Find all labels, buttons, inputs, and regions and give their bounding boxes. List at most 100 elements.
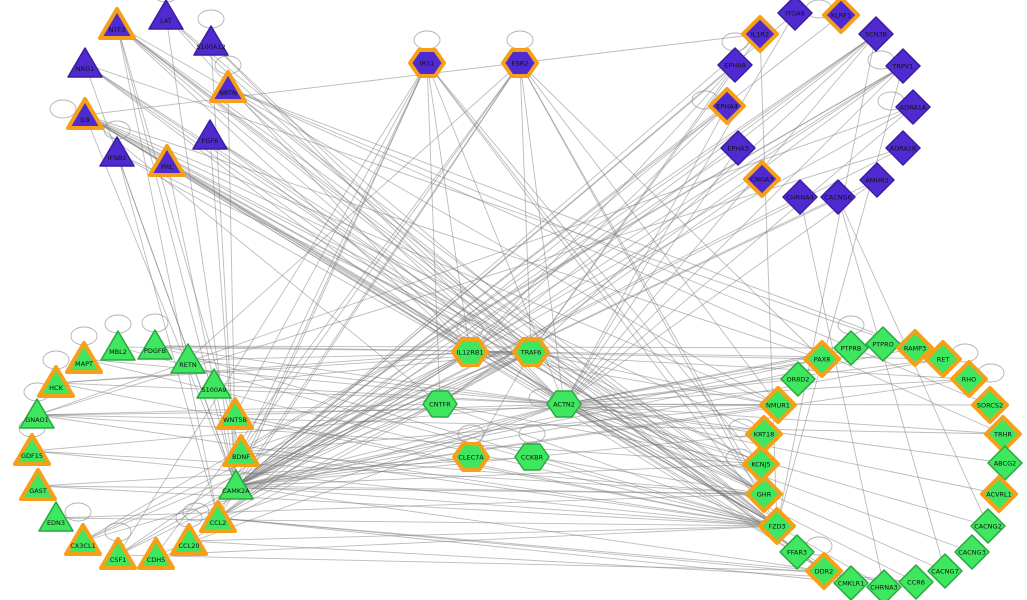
diamond-node-shape[interactable] — [954, 534, 990, 570]
triangle-node-shape[interactable] — [100, 330, 136, 361]
node-MBL2[interactable]: MBL2 — [100, 330, 136, 361]
diamond-node-shape[interactable] — [865, 326, 901, 362]
triangle-node-shape[interactable] — [19, 468, 57, 501]
triangle-node-shape[interactable] — [137, 537, 175, 570]
hexagon-node-shape[interactable] — [514, 443, 550, 471]
node-AMHR2[interactable]: AMHR2 — [859, 162, 895, 198]
triangle-node-shape[interactable] — [99, 537, 137, 570]
triangle-node-shape[interactable] — [218, 469, 254, 500]
node-GNAO1[interactable]: GNAO1 — [19, 398, 55, 429]
triangle-node-shape[interactable] — [137, 329, 173, 360]
diamond-node-shape[interactable] — [758, 507, 796, 545]
triangle-node-shape[interactable] — [65, 341, 103, 374]
hexagon-node-shape[interactable] — [512, 337, 550, 367]
node-CACNG6[interactable]: CACNG6 — [820, 179, 856, 215]
triangle-node-shape[interactable] — [199, 500, 237, 533]
triangle-node-shape[interactable] — [209, 70, 247, 103]
diamond-node-shape[interactable] — [777, 0, 813, 31]
hexagon-node-shape[interactable] — [408, 48, 446, 78]
node-LAT[interactable]: LAT — [148, 0, 184, 30]
triangle-node-shape[interactable] — [148, 0, 184, 30]
node-FGF6[interactable]: FGF6 — [192, 119, 228, 150]
triangle-node-shape[interactable] — [13, 433, 51, 466]
diamond-node-shape[interactable] — [927, 553, 963, 589]
hexagon-node-shape[interactable] — [452, 442, 490, 472]
node-CACNG2[interactable]: CACNG2 — [970, 508, 1006, 544]
diamond-node-shape[interactable] — [822, 0, 860, 34]
node-NRG1[interactable]: NRG1 — [67, 47, 103, 78]
diamond-node-shape[interactable] — [717, 47, 753, 83]
triangle-node-shape[interactable] — [66, 97, 104, 130]
node-IL1R2[interactable]: IL1R2 — [741, 15, 779, 53]
diamond-node-shape[interactable] — [980, 475, 1018, 513]
node-CHRNA3[interactable]: CHRNA3 — [866, 569, 902, 600]
diamond-node-shape[interactable] — [950, 360, 988, 398]
diamond-node-shape[interactable] — [742, 445, 780, 483]
diamond-node-shape[interactable] — [970, 508, 1006, 544]
diamond-node-shape[interactable] — [898, 564, 934, 600]
diamond-node-shape[interactable] — [782, 179, 818, 215]
node-IL12RB1[interactable]: IL12RB1 — [451, 337, 489, 367]
diamond-node-shape[interactable] — [971, 386, 1009, 424]
triangle-node-shape[interactable] — [67, 47, 103, 78]
diamond-node-shape[interactable] — [896, 329, 934, 367]
diamond-node-shape[interactable] — [885, 130, 921, 166]
triangle-node-shape[interactable] — [222, 434, 260, 467]
triangle-node-shape[interactable] — [19, 398, 55, 429]
diamond-node-shape[interactable] — [833, 565, 869, 600]
diamond-node-shape[interactable] — [720, 130, 756, 166]
diamond-node-shape[interactable] — [745, 415, 783, 453]
node-NRTN[interactable]: NRTN — [209, 70, 247, 103]
triangle-node-shape[interactable] — [170, 343, 206, 374]
triangle-node-shape[interactable] — [193, 25, 229, 56]
diamond-node-shape[interactable] — [820, 179, 856, 215]
diamond-node-shape[interactable] — [779, 534, 815, 570]
node-MAPT[interactable]: MAPT — [65, 341, 103, 374]
triangle-node-shape[interactable] — [192, 119, 228, 150]
triangle-node-shape[interactable] — [38, 501, 74, 532]
triangle-node-shape[interactable] — [99, 136, 135, 167]
triangle-node-shape[interactable] — [64, 523, 102, 556]
diamond-node-shape[interactable] — [803, 340, 841, 378]
diamond-node-shape[interactable] — [805, 552, 843, 590]
node-WNT5B[interactable]: WNT5B — [216, 397, 254, 430]
node-CHRNA4[interactable]: CHRNA4 — [782, 179, 818, 215]
node-ITGA8[interactable]: ITGA8 — [777, 0, 813, 31]
node-CDH5[interactable]: CDH5 — [137, 537, 175, 570]
diamond-node-shape[interactable] — [924, 340, 962, 378]
diamond-node-shape[interactable] — [859, 162, 895, 198]
node-SCN3B[interactable]: SCN3B — [858, 16, 894, 52]
node-ABCG2[interactable]: ABCG2 — [987, 445, 1023, 481]
node-IRS1[interactable]: IRS1 — [408, 48, 446, 78]
node-CACNG3[interactable]: CACNG3 — [954, 534, 990, 570]
triangle-node-shape[interactable] — [148, 144, 186, 177]
triangle-node-shape[interactable] — [37, 365, 75, 398]
diamond-node-shape[interactable] — [895, 89, 931, 125]
triangle-node-shape[interactable] — [216, 397, 254, 430]
node-ESR2[interactable]: ESR2 — [501, 48, 539, 78]
node-TRAF6[interactable]: TRAF6 — [512, 337, 550, 367]
hexagon-node-shape[interactable] — [501, 48, 539, 78]
node-S100A12[interactable]: S100A12 — [193, 25, 229, 56]
triangle-node-shape[interactable] — [170, 523, 208, 556]
diamond-node-shape[interactable] — [833, 330, 869, 366]
diamond-node-shape[interactable] — [743, 160, 781, 198]
node-PRL[interactable]: PRL — [148, 144, 186, 177]
node-EPHA3[interactable]: EPHA3 — [720, 130, 756, 166]
diamond-node-shape[interactable] — [885, 48, 921, 84]
node-NTF3[interactable]: NTF3 — [98, 7, 136, 40]
hexagon-node-shape[interactable] — [546, 390, 582, 418]
diamond-node-shape[interactable] — [780, 361, 816, 397]
diamond-node-shape[interactable] — [866, 569, 902, 600]
diamond-node-shape[interactable] — [987, 445, 1023, 481]
hexagon-node-shape[interactable] — [451, 337, 489, 367]
triangle-node-shape[interactable] — [196, 368, 232, 399]
node-CSF1[interactable]: CSF1 — [99, 537, 137, 570]
node-KLRF1[interactable]: KLRF1 — [822, 0, 860, 34]
diamond-node-shape[interactable] — [741, 15, 779, 53]
hexagon-node-shape[interactable] — [422, 390, 458, 418]
triangle-node-shape[interactable] — [98, 7, 136, 40]
node-ACVRL1[interactable]: ACVRL1 — [980, 475, 1018, 513]
diamond-node-shape[interactable] — [858, 16, 894, 52]
node-ADRA1B[interactable]: ADRA1B — [885, 130, 921, 166]
